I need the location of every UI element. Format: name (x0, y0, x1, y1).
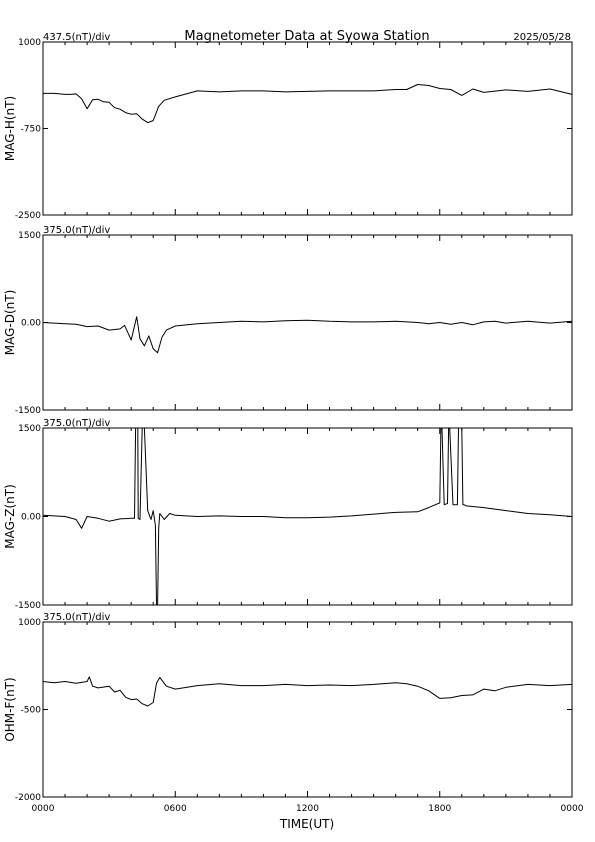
y-tick-label: -1500 (15, 406, 41, 416)
x-tick-label: 0600 (164, 804, 187, 814)
panel-3: 1500 0.00 -1500 375.0(nT)/div MAG-Z(nT) (3, 418, 573, 611)
panel-frame (42, 427, 573, 606)
y-axis-label: MAG-Z(nT) (3, 484, 17, 549)
y-axis-label: MAG-D(nT) (3, 290, 17, 356)
panel-4: 1000 -500 -2000 375.0(nT)/div OHM-F(nT) (3, 612, 573, 803)
chart-title: Magnetometer Data at Syowa Station (184, 29, 429, 44)
x-tick-label: 0000 (32, 804, 55, 814)
scale-label: 437.5(nT)/div (43, 32, 110, 43)
y-axis-label: MAG-H(nT) (3, 96, 17, 161)
panel-1: 1000 -750 -2500 437.5(nT)/div MAG-H(nT) (3, 32, 573, 221)
series-line (43, 84, 573, 124)
series-line (42, 316, 573, 354)
panel-2: 1500 0.00 -1500 375.0(nT)/div MAG-D(nT) (3, 225, 573, 416)
series-line (42, 427, 573, 606)
y-axis-label: OHM-F(nT) (3, 677, 17, 741)
y-tick-label: -750 (21, 125, 42, 135)
y-tick-label: -2000 (15, 793, 41, 803)
x-tick-label: 1800 (428, 804, 451, 814)
y-tick-label: 1500 (18, 424, 41, 434)
y-tick-label: 0.00 (21, 319, 41, 329)
time-axis: 0000 0600 1200 1800 0000 (32, 804, 584, 814)
scale-label: 375.0(nT)/div (43, 418, 110, 429)
scale-label: 375.0(nT)/div (43, 225, 110, 236)
x-axis-label: TIME(UT) (279, 817, 334, 831)
y-tick-label: -1500 (15, 601, 41, 611)
chart-date: 2025/05/28 (513, 32, 571, 43)
panels-group: 1000 -750 -2500 437.5(nT)/div MAG-H(nT) 1500 0… (3, 32, 573, 803)
scale-label: 375.0(nT)/div (43, 612, 110, 623)
y-tick-label: 1000 (18, 38, 41, 48)
y-tick-label: 1000 (18, 618, 41, 628)
panel-frame (42, 234, 573, 411)
series-line (42, 676, 573, 707)
panel-frame (42, 621, 573, 798)
panel-frame (42, 41, 573, 216)
y-tick-label: -500 (21, 706, 42, 716)
x-tick-label: 0000 (561, 804, 584, 814)
x-tick-label: 1200 (296, 804, 319, 814)
y-tick-label: -2500 (15, 211, 41, 221)
y-tick-label: 0.00 (21, 513, 41, 523)
y-tick-label: 1500 (18, 231, 41, 241)
